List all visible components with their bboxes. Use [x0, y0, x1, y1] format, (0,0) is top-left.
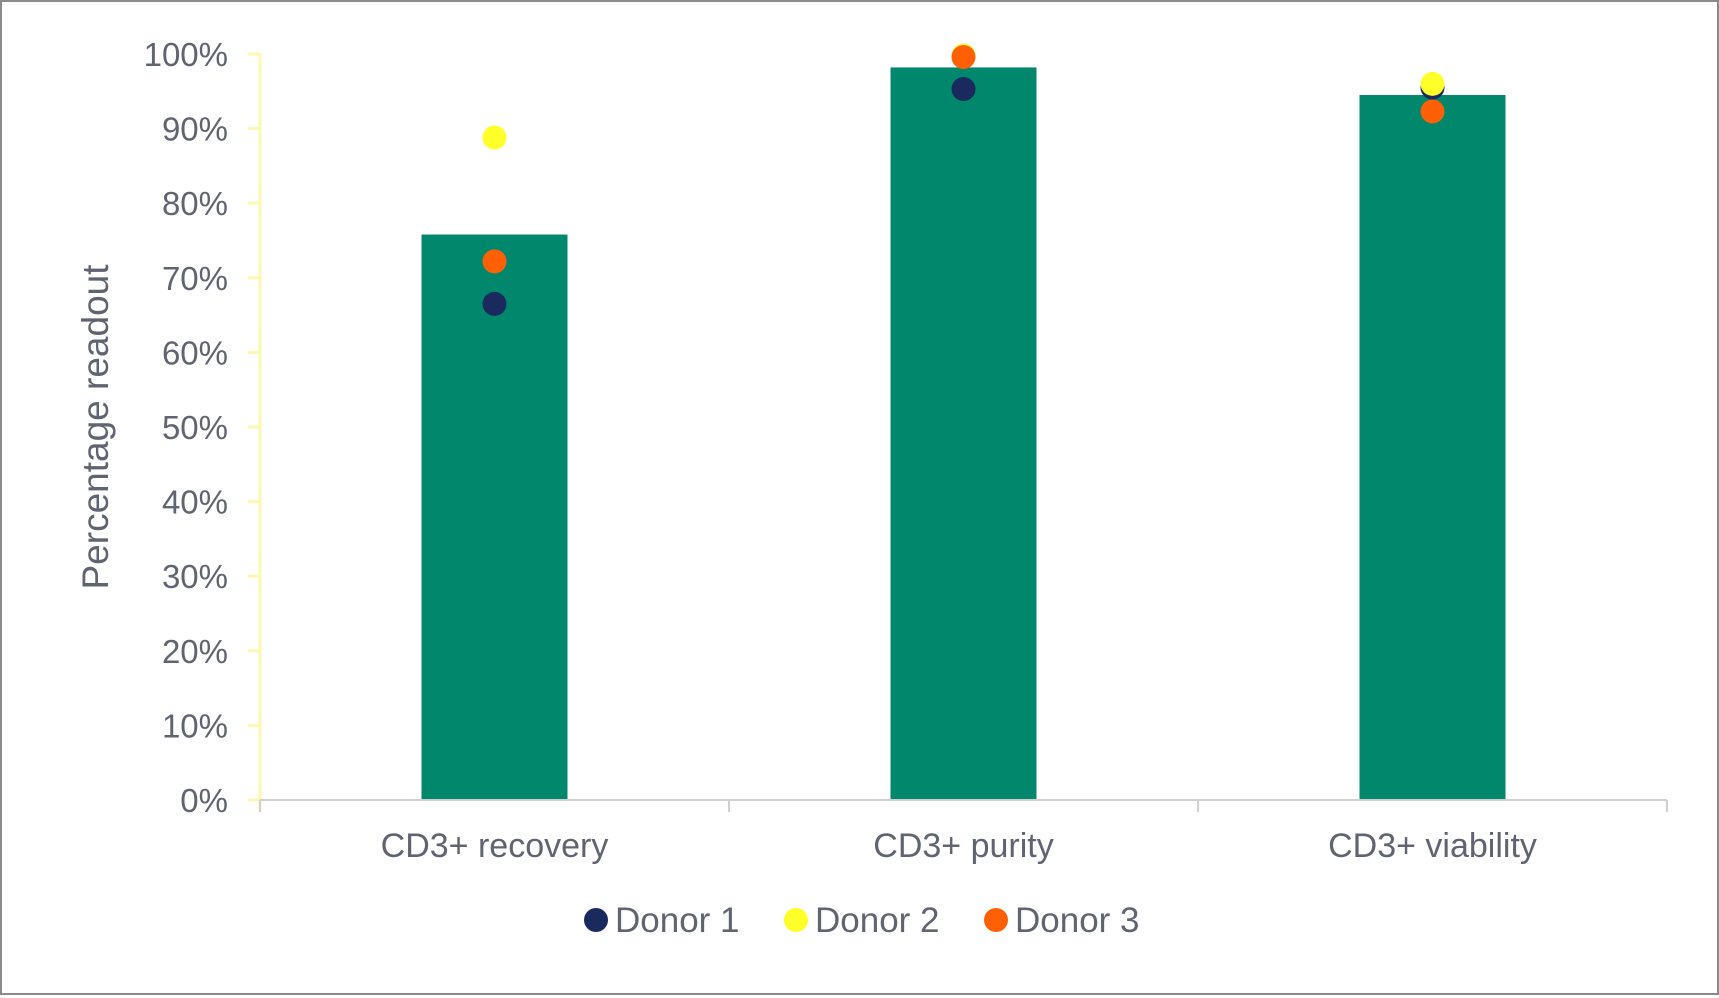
legend-label-donor-1: Donor 1 [615, 901, 740, 940]
legend: Donor 1 Donor 2 Donor 3 [584, 901, 1140, 940]
legend-marker-donor-2 [784, 908, 808, 932]
y-tick-label: 80% [162, 185, 228, 222]
donor-1-point [482, 291, 507, 316]
donor-3-point [1420, 99, 1445, 124]
axes [248, 52, 1668, 812]
y-tick-label: 0% [180, 782, 228, 819]
donor-points [482, 43, 1445, 316]
bar-3 [1359, 95, 1506, 800]
y-tick-label: 100% [144, 36, 228, 73]
y-tick-label: 70% [162, 260, 228, 297]
axis-labels: 0% 10% 20% 30% 40% 50% 60% 70% 80% 90% 100% CD3+ re… [144, 36, 1537, 865]
bar-1 [421, 234, 568, 801]
y-tick-label: 60% [162, 334, 228, 371]
donor-2-point [1420, 71, 1445, 96]
legend-marker-donor-3 [984, 908, 1008, 932]
bar-2 [890, 67, 1037, 801]
y-tick-label: 40% [162, 484, 228, 521]
y-tick-label: 30% [162, 558, 228, 595]
x-tick-label: CD3+ purity [873, 827, 1053, 865]
donor-1-point [951, 77, 976, 102]
y-tick-label: 10% [162, 707, 228, 744]
x-tick-label: CD3+ recovery [381, 827, 609, 865]
y-tick-label: 90% [162, 111, 228, 148]
legend-label-donor-3: Donor 3 [1015, 901, 1140, 940]
y-axis-title: Percentage readout [75, 264, 116, 590]
legend-label-donor-2: Donor 2 [815, 901, 940, 940]
y-tick-label: 20% [162, 633, 228, 670]
donor-2-point [482, 125, 507, 150]
y-tick-label: 50% [162, 409, 228, 446]
donor-3-point [482, 249, 507, 274]
legend-marker-donor-1 [584, 908, 608, 932]
donor-3-point [951, 44, 976, 69]
bars [421, 67, 1506, 801]
x-tick-label: CD3+ viability [1328, 827, 1537, 865]
